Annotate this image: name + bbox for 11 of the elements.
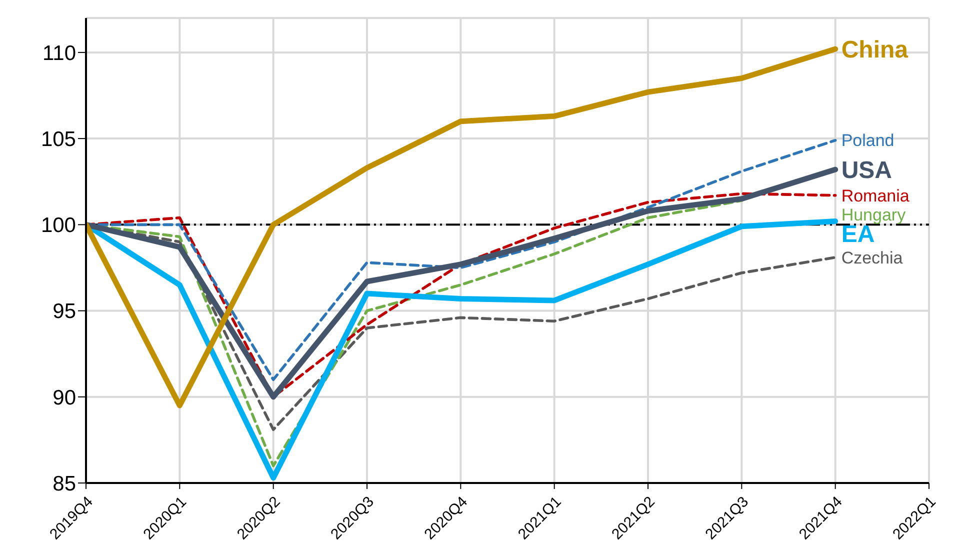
series-label: USA: [841, 156, 892, 184]
series-label: Poland: [841, 131, 894, 150]
series-label: China: [841, 36, 909, 64]
y-tick-label: 85: [52, 472, 76, 496]
y-tick-label: 100: [40, 214, 76, 238]
y-tick-label: 105: [40, 128, 76, 152]
y-tick-label: 90: [52, 386, 76, 410]
y-tick-label: 110: [42, 42, 76, 65]
y-tick-label: 95: [52, 300, 76, 324]
series-label: Czechia: [841, 248, 904, 268]
series-label: Romania: [841, 186, 910, 206]
